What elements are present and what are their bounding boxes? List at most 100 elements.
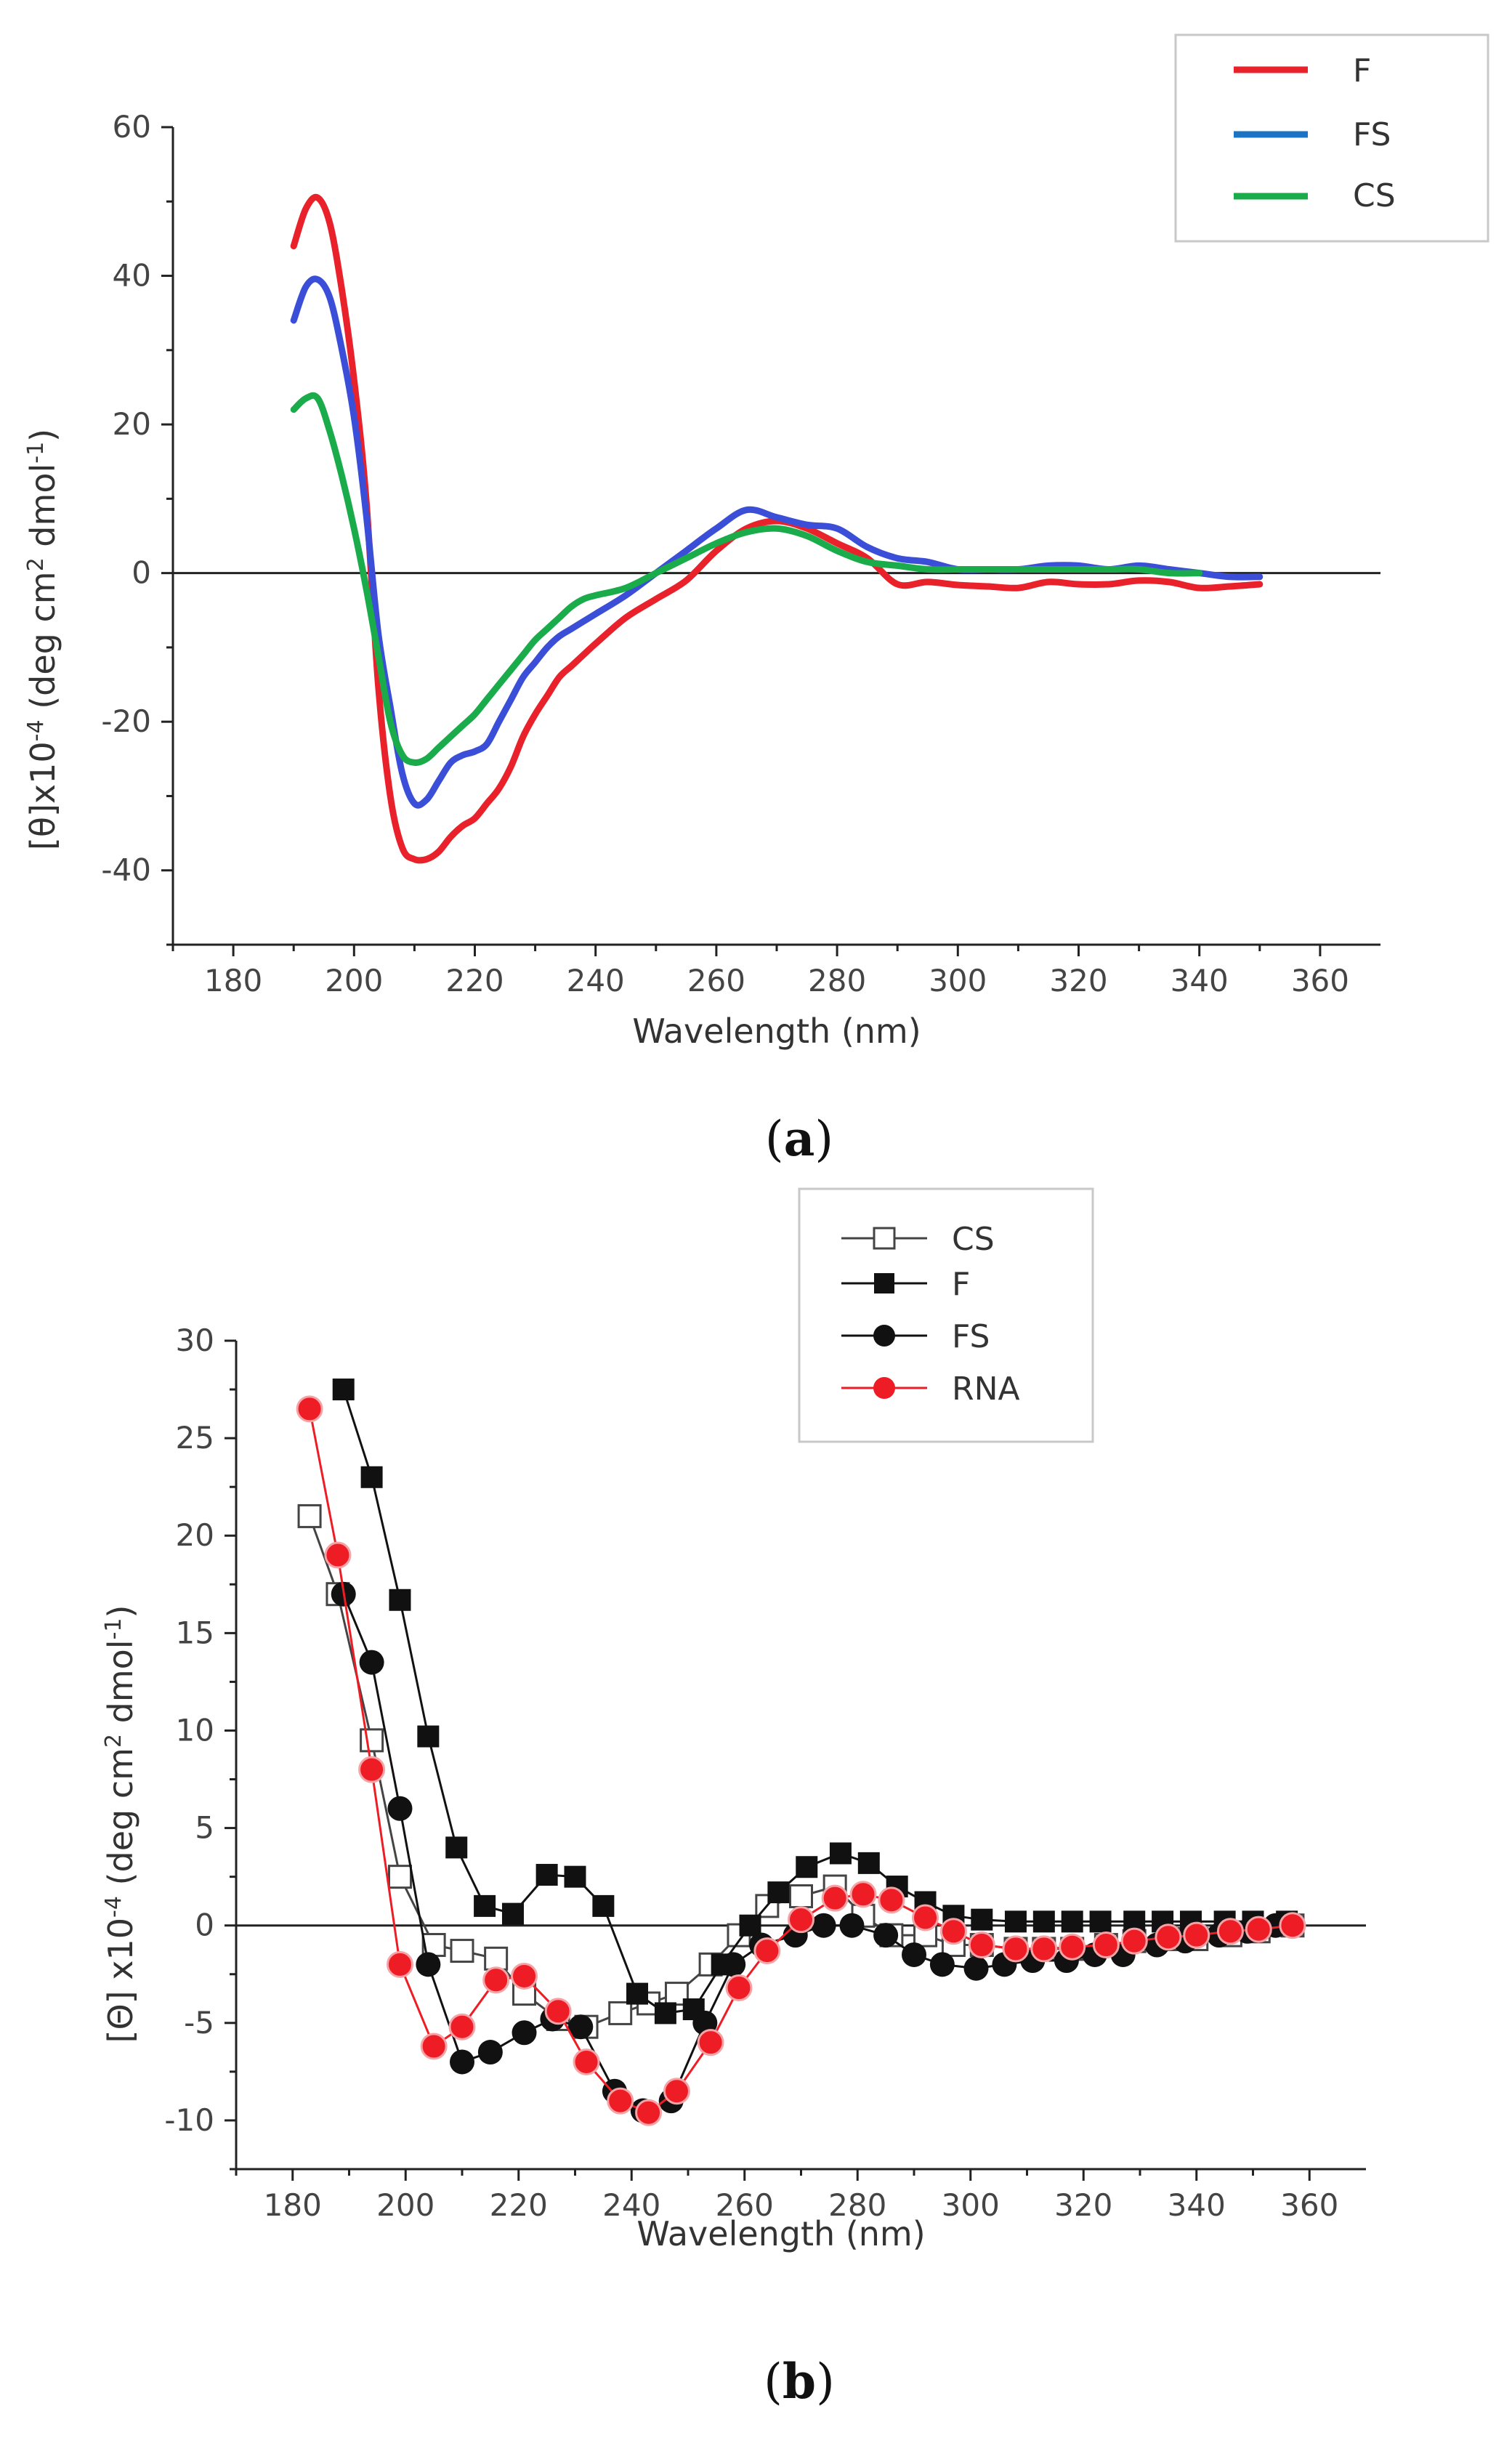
- panel-a-series-group: [290, 193, 1264, 864]
- data-point-rna: [725, 1974, 753, 2002]
- data-point-rna: [1002, 1935, 1030, 1963]
- data-point-f: [626, 1982, 649, 2005]
- panel-a-caption: (a): [765, 1110, 833, 1167]
- data-point-rna: [296, 1395, 323, 1423]
- x-tick-label: 200: [325, 963, 383, 998]
- legend-swatch-CS-marker: [873, 1227, 896, 1250]
- data-point-cs: [484, 1946, 509, 1971]
- legend-label-CS-b: CS: [952, 1221, 995, 1258]
- data-point-f: [1032, 1910, 1055, 1933]
- y-tick-label: -5: [184, 2005, 214, 2041]
- x-tick-label: 300: [929, 963, 987, 998]
- y-tick-label: 0: [132, 555, 151, 591]
- data-point-rna: [1092, 1932, 1120, 1959]
- data-point-fs: [450, 2049, 474, 2075]
- panel-b-y-ticks: -10 -5 0 5 10 15 20 25 30: [164, 1323, 236, 2171]
- panel-b-caption: (b): [764, 2353, 835, 2410]
- data-point-f: [654, 2002, 676, 2025]
- data-point-rna: [607, 2087, 634, 2115]
- data-point-f: [857, 1852, 880, 1874]
- panel-a-y-axis-title: [θ]x10-4 (deg cm2 dmol-1): [23, 429, 62, 850]
- data-point-rna: [1030, 1935, 1058, 1963]
- x-tick-label: 240: [567, 963, 625, 998]
- data-point-rna: [420, 2033, 448, 2060]
- data-point-cs: [387, 1865, 412, 1889]
- panel-b-legend: CS F FS RNA: [798, 1187, 1094, 1443]
- data-point-rna: [912, 1904, 939, 1932]
- data-point-cs: [608, 2001, 633, 2025]
- data-point-rna: [1059, 1933, 1086, 1961]
- x-tick-label: 220: [445, 963, 504, 998]
- data-point-fs: [387, 1796, 413, 1821]
- data-point-rna: [1183, 1921, 1210, 1949]
- data-point-rna: [448, 2013, 476, 2041]
- x-tick-label: 180: [264, 2187, 322, 2223]
- data-point-rna: [849, 1881, 877, 1908]
- data-point-f: [829, 1842, 852, 1865]
- data-point-rna: [1155, 1924, 1182, 1951]
- data-point-f: [767, 1881, 790, 1904]
- data-point-f: [592, 1894, 615, 1917]
- data-point-f: [1061, 1910, 1083, 1933]
- y-tick-label: 30: [176, 1323, 214, 1358]
- data-point-rna: [878, 1886, 905, 1914]
- data-point-fs: [721, 1952, 746, 1977]
- y-tick-label: 60: [113, 109, 151, 145]
- y-tick-label: 15: [176, 1615, 214, 1650]
- data-point-f: [535, 1863, 558, 1886]
- data-point-rna: [511, 1962, 538, 1990]
- legend-label-FS: FS: [1353, 116, 1391, 153]
- data-point-fs: [477, 2040, 503, 2065]
- data-point-f: [971, 1908, 993, 1931]
- panel-a-y-ticks: -40 -20 0 20 40 60: [101, 109, 173, 946]
- y-tick-label: 40: [113, 258, 151, 294]
- y-tick-label: -10: [164, 2102, 214, 2138]
- data-point-f: [332, 1379, 355, 1401]
- data-point-f: [445, 1836, 468, 1859]
- legend-swatch-FS-marker: [873, 1325, 895, 1347]
- data-point-rna: [1216, 1918, 1244, 1945]
- x-tick-label: 300: [942, 2187, 1000, 2223]
- x-tick-label: 220: [490, 2187, 548, 2223]
- data-point-fs: [963, 1955, 989, 1981]
- data-point-f: [796, 1856, 818, 1878]
- y-tick-label: 0: [195, 1908, 214, 1943]
- x-tick-label: 240: [602, 2187, 660, 2223]
- data-point-fs: [359, 1650, 384, 1675]
- panel-b-legend-box: [798, 1187, 1094, 1443]
- panel-b-x-ticks: 180 200 220 240 260 280 300 320 340 360: [235, 2169, 1338, 2223]
- data-point-fs: [929, 1952, 955, 1977]
- x-tick-label: 340: [1171, 963, 1229, 998]
- panel-b-series-group: [296, 1379, 1306, 2126]
- data-point-cs: [360, 1728, 384, 1753]
- y-tick-label: -40: [101, 852, 151, 888]
- data-point-f: [389, 1589, 411, 1611]
- y-tick-label: 20: [176, 1517, 214, 1553]
- series-line-cs: [290, 392, 1203, 767]
- data-point-f: [360, 1466, 383, 1488]
- x-tick-label: 360: [1280, 2187, 1338, 2223]
- data-point-rna: [821, 1884, 849, 1912]
- data-point-rna: [663, 2078, 690, 2105]
- x-tick-label: 360: [1291, 963, 1349, 998]
- data-point-f: [739, 1914, 761, 1937]
- data-point-cs: [450, 1939, 474, 1963]
- x-tick-label: 260: [716, 2187, 774, 2223]
- legend-swatch-RNA-marker: [873, 1377, 895, 1399]
- panel-a-x-axis-title: Wavelength (nm): [632, 1012, 921, 1051]
- y-tick-label: -20: [101, 703, 151, 739]
- data-point-f: [1089, 1910, 1112, 1933]
- data-point-rna: [697, 2029, 724, 2056]
- legend-label-F-b: F: [952, 1266, 970, 1303]
- data-point-fs: [512, 2020, 537, 2046]
- data-point-fs: [811, 1913, 836, 1938]
- x-tick-label: 320: [1054, 2187, 1112, 2223]
- panel-a-x-ticks: 180 200 220 240 260 280 300 320 340 360: [171, 945, 1349, 998]
- series-line-rna: [308, 1408, 1294, 2114]
- data-point-rna: [968, 1932, 995, 1959]
- panel-b-y-axis-title: [Θ] x10-4 (deg cm2 dmol-1): [101, 1605, 140, 2043]
- data-point-f: [474, 1894, 496, 1917]
- data-point-rna: [358, 1756, 386, 1783]
- data-point-cs: [297, 1503, 322, 1528]
